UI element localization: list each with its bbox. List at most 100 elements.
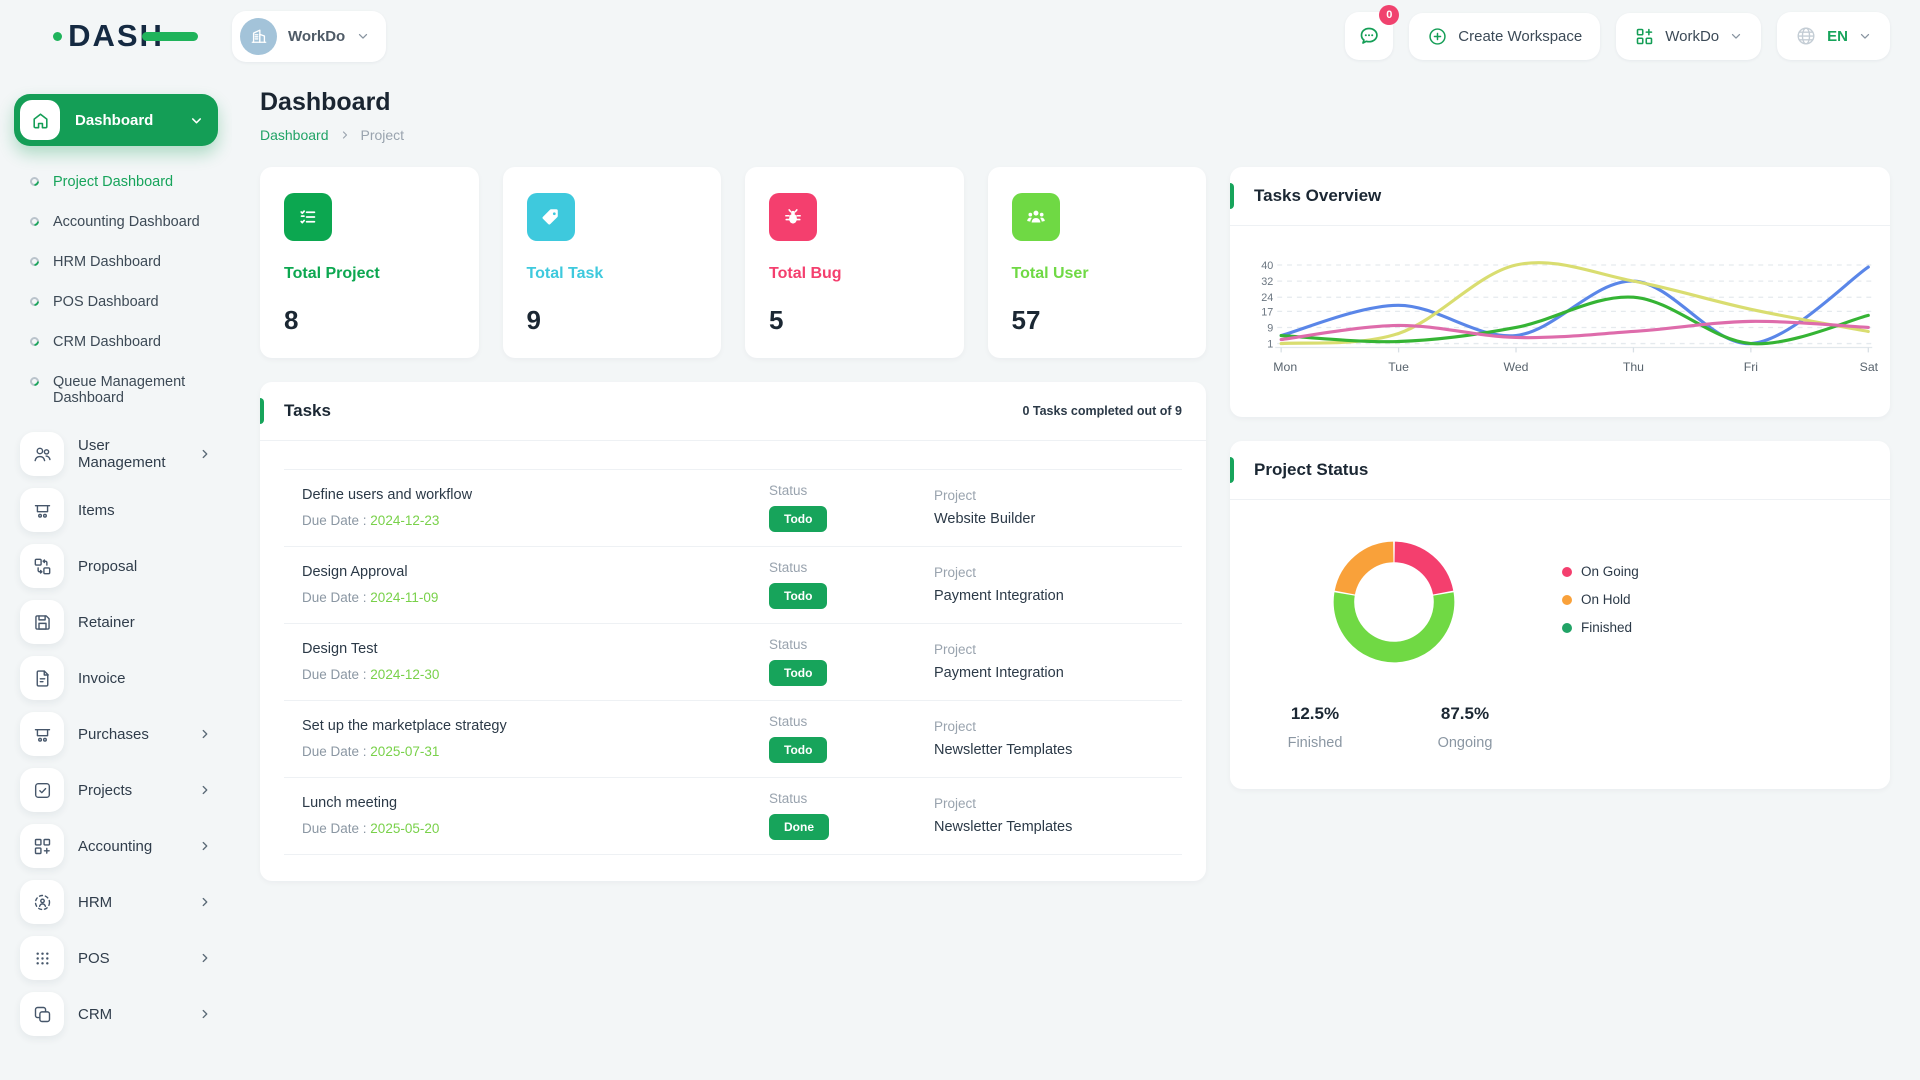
workspace-avatar	[240, 17, 277, 55]
overlap-squares-icon	[34, 1006, 50, 1022]
sidebar-item-hrm[interactable]: HRM	[14, 874, 218, 930]
home-icon-tile	[20, 100, 60, 140]
chevron-right-icon	[198, 895, 212, 909]
sidebar-item-queue-management-dashboard[interactable]: Queue Management Dashboard	[14, 362, 218, 418]
svg-text:32: 32	[1261, 276, 1273, 288]
sidebar-item-projects[interactable]: Projects	[14, 762, 218, 818]
svg-text:40: 40	[1261, 260, 1273, 272]
create-workspace-label: Create Workspace	[1458, 27, 1583, 45]
task-due-date-value: 2025-05-20	[370, 821, 440, 836]
status-column-label: Status	[769, 637, 808, 652]
messenger-button[interactable]: 0	[1345, 5, 1400, 60]
dashboard-submenu: Project Dashboard Accounting Dashboard H…	[14, 162, 218, 418]
sidebar-item-retainer[interactable]: Retainer	[14, 594, 218, 650]
sidebar-item-hrm-dashboard[interactable]: HRM Dashboard	[14, 242, 218, 282]
submenu-bullet-icon	[28, 255, 41, 268]
sidebar-active-label: Dashboard	[75, 111, 154, 129]
sidebar-item-crm-dashboard[interactable]: CRM Dashboard	[14, 322, 218, 362]
check-square-icon	[34, 782, 50, 798]
submenu-bullet-icon	[28, 295, 41, 308]
sidebar-item-accounting-dashboard[interactable]: Accounting Dashboard	[14, 202, 218, 242]
chat-bubble-icon	[1360, 27, 1379, 44]
sidebar-item-items[interactable]: Items	[14, 482, 218, 538]
task-row: Define users and workflow Due Date : 2024…	[284, 469, 1182, 546]
task-status-badge: Todo	[769, 737, 828, 763]
legend-label: Finished	[1581, 620, 1633, 635]
submenu-label: POS Dashboard	[53, 294, 159, 310]
sidebar-item-pos-dashboard[interactable]: POS Dashboard	[14, 282, 218, 322]
legend-item-on-hold: On Hold	[1562, 592, 1639, 607]
invoice-file-icon	[36, 669, 49, 687]
submenu-label: HRM Dashboard	[53, 254, 161, 270]
task-status-badge: Todo	[769, 583, 828, 609]
globe-icon	[1797, 27, 1815, 45]
tasks-overview-title: Tasks Overview	[1254, 186, 1382, 205]
sidebar-item-pos[interactable]: POS	[14, 930, 218, 986]
list-check-icon	[300, 210, 316, 224]
sidebar-item-accounting[interactable]: Accounting	[14, 818, 218, 874]
stat-value: 57	[1011, 305, 1041, 335]
nav-label: Proposal	[78, 557, 138, 575]
header-accent-bar	[1230, 183, 1234, 209]
task-status-badge: Todo	[769, 660, 828, 686]
donut-legend: On Going On Hold Finished	[1562, 564, 1639, 648]
page-title: Dashboard	[260, 88, 391, 116]
task-project: Newsletter Templates	[934, 742, 1073, 758]
sidebar-item-invoice[interactable]: Invoice	[14, 650, 218, 706]
header-accent-bar	[1230, 457, 1234, 483]
chevron-right-icon	[198, 727, 212, 741]
chevron-right-icon	[198, 1007, 212, 1021]
nav-label: User Management	[78, 437, 166, 471]
project-column-label: Project	[934, 565, 977, 580]
workdo-apps-menu[interactable]: WorkDo	[1616, 12, 1762, 60]
legend-dot	[1562, 594, 1572, 605]
sidebar-item-crm[interactable]: CRM	[14, 986, 218, 1042]
sidebar-item-project-dashboard[interactable]: Project Dashboard	[14, 162, 218, 202]
language-selector[interactable]: EN	[1777, 12, 1890, 60]
stat-value: 9	[526, 305, 541, 335]
task-due-date-value: 2024-11-09	[370, 590, 439, 605]
sidebar-item-dashboard[interactable]: Dashboard	[14, 94, 218, 146]
plus-circle-icon	[1429, 27, 1446, 45]
legend-dot	[1562, 622, 1572, 633]
submenu-label: CRM Dashboard	[53, 334, 161, 350]
sidebar-item-purchases[interactable]: Purchases	[14, 706, 218, 762]
grid-plus-icon	[34, 838, 50, 854]
nav-label: Items	[78, 501, 115, 519]
task-row: Lunch meeting Due Date : 2025-05-20 Status…	[284, 777, 1182, 855]
workspace-name: WorkDo	[288, 27, 346, 45]
create-workspace-button[interactable]: Create Workspace	[1409, 12, 1601, 60]
bug-icon-tile	[769, 193, 817, 241]
nav-label: Purchases	[78, 725, 149, 743]
svg-text:Wed: Wed	[1504, 360, 1529, 374]
header-accent-bar	[260, 398, 264, 424]
task-list: Define users and workflow Due Date : 2024…	[260, 441, 1206, 881]
nav-label: Retainer	[78, 613, 135, 631]
svg-text:1: 1	[1267, 338, 1273, 350]
sidebar-item-proposal[interactable]: Proposal	[14, 538, 218, 594]
submenu-label: Queue Management Dashboard	[53, 374, 186, 406]
tag-icon-tile	[526, 193, 575, 241]
workspace-selector[interactable]: WorkDo	[232, 10, 387, 62]
stat-value: 8	[284, 305, 299, 335]
grid-plus-icon	[1636, 28, 1653, 44]
task-project: Payment Integration	[934, 588, 1064, 604]
tasks-card-header: Tasks 0 Tasks completed out of 9	[260, 382, 1206, 441]
sidebar-item-user-management[interactable]: User Management	[14, 426, 218, 482]
task-row: Set up the marketplace strategy Due Date …	[284, 700, 1182, 777]
svg-text:Fri: Fri	[1744, 360, 1758, 374]
logo-dot-accent	[53, 32, 63, 41]
nav-label: Invoice	[78, 669, 126, 687]
tasks-overview-header: Tasks Overview	[1230, 167, 1890, 226]
users-group-icon	[1026, 210, 1045, 223]
project-status-card: Project Status On Going On Hold	[1230, 441, 1890, 789]
messages-count-badge: 0	[1379, 5, 1400, 25]
users-icon	[33, 447, 51, 461]
chevron-down-icon	[1732, 33, 1741, 39]
chevron-right-icon	[342, 131, 347, 139]
breadcrumb-dashboard-link[interactable]: Dashboard	[260, 127, 329, 143]
tasks-card-title: Tasks	[284, 401, 331, 420]
bug-icon	[785, 209, 801, 224]
app-logo[interactable]: DASH	[53, 18, 198, 54]
stat-finished: 12.5% Finished	[1240, 704, 1390, 751]
